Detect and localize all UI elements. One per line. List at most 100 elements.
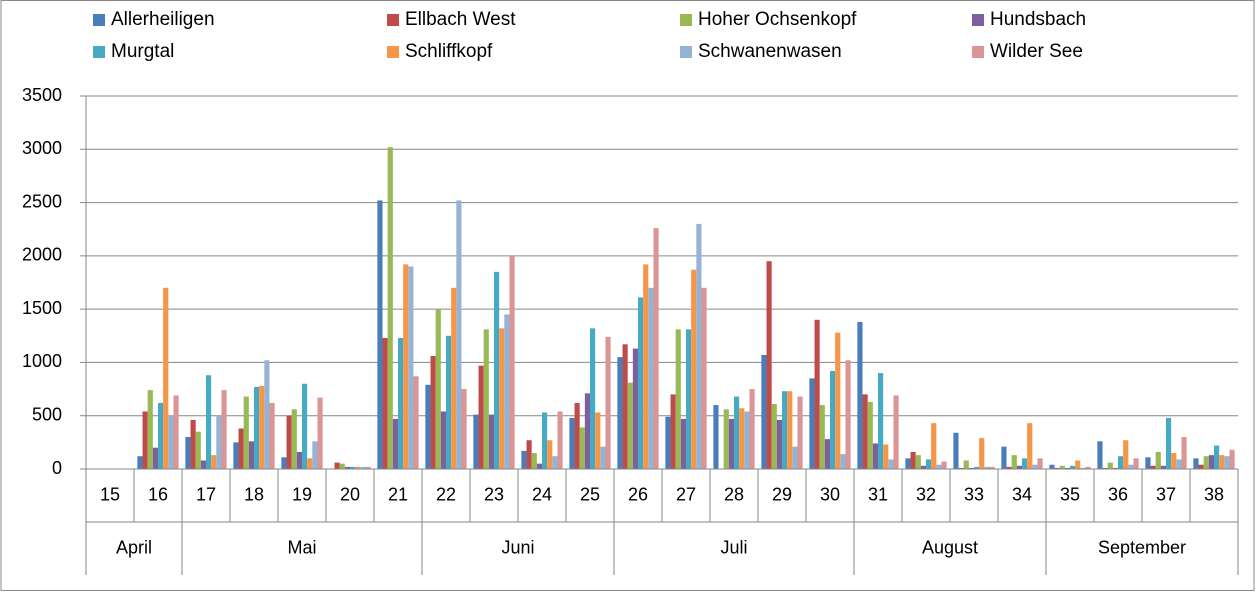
legend-swatch xyxy=(680,14,692,26)
bar xyxy=(451,287,457,469)
bar xyxy=(696,223,702,469)
legend-label: Schwanenwasen xyxy=(698,41,842,62)
bar xyxy=(307,458,313,469)
bar xyxy=(344,466,350,469)
legend-swatch xyxy=(680,46,692,58)
bar xyxy=(158,402,164,469)
bar xyxy=(713,405,719,469)
x-tick-label: 24 xyxy=(532,484,552,504)
x-tick-label: 23 xyxy=(484,484,504,504)
bar xyxy=(456,200,462,469)
bar xyxy=(398,337,404,469)
legend-label: Hoher Ochsenkopf xyxy=(698,9,857,30)
bar xyxy=(905,458,911,469)
bar xyxy=(1107,462,1113,469)
bar xyxy=(350,466,356,469)
bar xyxy=(387,147,393,469)
bar xyxy=(1064,467,1070,469)
x-tick-label: 37 xyxy=(1156,484,1176,504)
bar xyxy=(595,412,601,469)
bar xyxy=(248,441,254,469)
bar xyxy=(920,465,926,469)
bar xyxy=(1001,446,1007,469)
group-label: April xyxy=(116,537,152,557)
bar xyxy=(590,328,596,469)
bar xyxy=(483,329,489,469)
bar xyxy=(1112,467,1118,469)
bar xyxy=(1037,458,1043,469)
legend-label: Murgtal xyxy=(111,41,174,62)
bar xyxy=(302,383,308,469)
bar xyxy=(473,414,479,469)
x-tick-label: 22 xyxy=(436,484,456,504)
bar xyxy=(632,348,638,469)
bar xyxy=(617,357,623,469)
bar xyxy=(137,456,143,469)
bar xyxy=(963,460,969,469)
group-label: August xyxy=(922,537,978,557)
bar xyxy=(734,396,740,469)
bar xyxy=(173,395,179,469)
bar xyxy=(749,389,755,469)
bar xyxy=(1133,458,1139,469)
bar xyxy=(830,370,836,469)
bar xyxy=(819,405,825,469)
bar xyxy=(499,328,505,469)
bar xyxy=(989,466,995,469)
bar xyxy=(281,457,287,469)
legend-swatch xyxy=(93,14,105,26)
bar xyxy=(430,356,436,469)
bar xyxy=(1171,453,1177,469)
bar xyxy=(1006,466,1012,469)
bar xyxy=(264,360,270,469)
bar xyxy=(557,411,563,469)
x-tick-label: 28 xyxy=(724,484,744,504)
x-tick-label: 35 xyxy=(1060,484,1080,504)
bar xyxy=(408,266,414,469)
bar xyxy=(526,440,532,469)
bar xyxy=(238,428,244,469)
bar xyxy=(723,409,729,469)
x-tick-label: 26 xyxy=(628,484,648,504)
bar xyxy=(233,442,239,469)
bar xyxy=(531,453,537,469)
bar xyxy=(605,336,611,469)
bar xyxy=(377,200,383,469)
bar xyxy=(1075,460,1081,469)
bar xyxy=(403,264,409,469)
bar xyxy=(206,375,212,469)
legend-swatch xyxy=(93,46,105,58)
x-tick-label: 18 xyxy=(244,484,264,504)
bar xyxy=(1085,466,1091,469)
bar xyxy=(872,443,878,469)
bar xyxy=(216,415,222,469)
bar xyxy=(142,411,148,469)
legend-swatch xyxy=(972,14,984,26)
x-tick-label: 15 xyxy=(100,484,120,504)
legend-swatch xyxy=(387,14,399,26)
bar xyxy=(291,409,297,469)
bar xyxy=(1150,465,1156,469)
bar xyxy=(547,440,553,469)
bar xyxy=(1193,458,1199,469)
bar xyxy=(814,319,820,469)
bar xyxy=(259,385,265,469)
bar xyxy=(446,335,452,469)
bar xyxy=(478,365,484,469)
bar xyxy=(1219,455,1225,469)
bar xyxy=(312,441,318,469)
bar xyxy=(1198,464,1204,469)
bar xyxy=(584,393,590,469)
bar xyxy=(1203,456,1209,469)
bar xyxy=(168,415,174,469)
bar xyxy=(461,389,467,469)
bar xyxy=(1224,456,1230,469)
group-label: Juni xyxy=(501,537,534,557)
bar xyxy=(1097,441,1103,469)
bar xyxy=(286,415,292,469)
bar xyxy=(926,459,932,469)
bar xyxy=(190,419,196,469)
bar xyxy=(1160,465,1166,469)
bar xyxy=(867,401,873,469)
bar xyxy=(1080,467,1086,469)
